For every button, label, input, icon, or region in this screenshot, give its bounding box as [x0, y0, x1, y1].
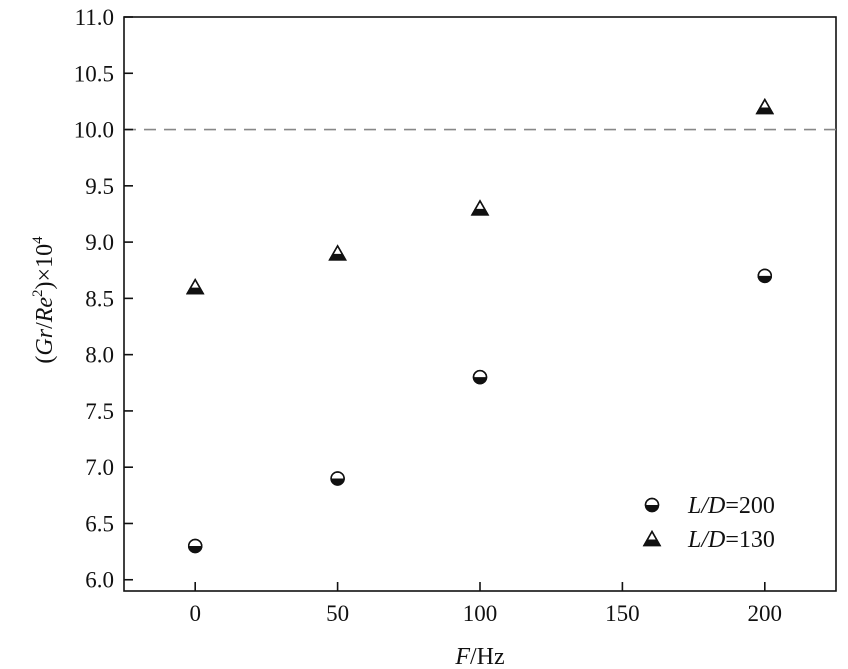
legend-item: L/D=130: [642, 527, 775, 553]
x-tick-label: 150: [605, 601, 640, 626]
data-point-circle: [757, 268, 773, 284]
legend-marker-circle: [644, 497, 660, 513]
data-point-circle: [472, 369, 488, 385]
data-point-triangle: [328, 244, 347, 261]
y-tick-label: 8.0: [85, 343, 114, 368]
legend-item: L/D=200: [644, 493, 775, 519]
legend-label-value: =130: [725, 527, 775, 553]
y-tick-label: 7.5: [85, 399, 114, 424]
data-point-triangle: [185, 278, 205, 295]
legend-label: L/D=130: [687, 527, 775, 553]
y-tick-label: 6.0: [85, 568, 114, 593]
x-axis-unit: /Hz: [470, 644, 505, 669]
x-tick-label: 200: [748, 601, 783, 626]
y-tick-label: 6.5: [85, 511, 114, 536]
y-tick-label: 8.5: [85, 286, 114, 311]
legend-marker-triangle: [642, 529, 662, 547]
plot-area: 0 50 100 150 200 6.0 6.5 7.0 7.5 8.0 8.5 9.0 9.5 10.…: [74, 5, 837, 626]
legend-label-var: L/D: [687, 493, 725, 519]
y-tick-label: 10.5: [74, 61, 114, 86]
legend-label-var: L/D: [687, 527, 725, 553]
y-tick-label: 10.0: [74, 118, 114, 143]
y-tick-label: 9.5: [85, 174, 114, 199]
x-tick-label: 100: [463, 601, 498, 626]
y-tick-label: 9.0: [85, 230, 114, 255]
x-axis-title: F/Hz: [454, 644, 504, 669]
data-point-triangle: [755, 98, 775, 115]
y-tick-label: 11.0: [75, 5, 114, 30]
legend-label: L/D=200: [687, 493, 775, 519]
x-tick-label: 0: [189, 601, 201, 626]
y-axis-ticks: 6.0 6.5 7.0 7.5 8.0 8.5 9.0 9.5 10.0 10.5 11.0: [74, 5, 133, 593]
legend-label-value: =200: [725, 493, 775, 519]
y-tick-label: 7.0: [85, 455, 114, 480]
x-axis-variable: F: [454, 644, 470, 669]
y-axis-title: (Gr/Re2)×104: [30, 236, 58, 364]
data-point-circle: [330, 471, 345, 486]
data-markers: [185, 98, 775, 554]
x-tick-label: 50: [326, 601, 349, 626]
x-axis-ticks: 0 50 100 150 200: [189, 582, 782, 626]
series-2: [185, 98, 775, 295]
series-1: [187, 268, 773, 554]
data-point-circle: [187, 538, 203, 554]
data-point-triangle: [470, 199, 490, 216]
